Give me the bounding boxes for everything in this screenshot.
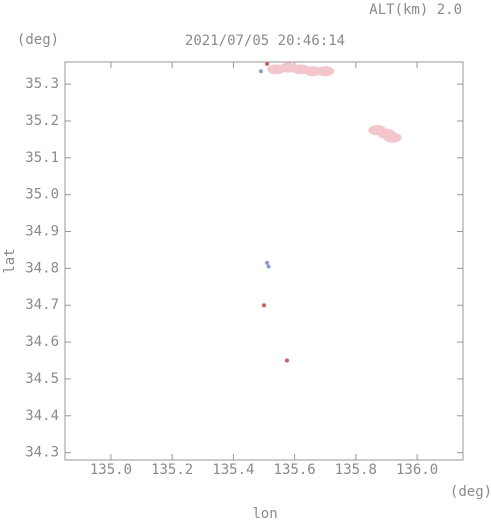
echo-point	[284, 358, 289, 363]
x-tick-label: 135.4	[212, 462, 254, 478]
echo-point	[266, 264, 271, 269]
y-tick-label: 35.0	[25, 187, 59, 203]
subtitle: ALT(km) 2.0	[369, 2, 462, 18]
y-tick-label: 34.6	[25, 334, 59, 350]
y-tick-label: 35.2	[25, 113, 59, 129]
x-tick-label: 135.0	[90, 462, 132, 478]
echo-point	[383, 132, 402, 143]
x-axis-label: lon	[252, 506, 277, 521]
echo-point	[265, 61, 270, 66]
y-tick-label: 34.9	[25, 224, 59, 240]
y-tick-label: 34.3	[25, 445, 59, 461]
y-tick-label: 34.4	[25, 408, 59, 424]
echo-point	[265, 260, 270, 265]
echo-point	[258, 69, 263, 74]
echo-point	[262, 303, 266, 308]
x-unit: (deg)	[450, 484, 491, 500]
plot-frame	[64, 61, 464, 461]
chart-title: 2021/07/05 20:46:14	[185, 33, 345, 49]
x-tick-label: 136.0	[396, 462, 438, 478]
echo-point	[316, 66, 335, 77]
y-tick-label: 35.3	[25, 76, 59, 92]
x-tick-label: 135.2	[151, 462, 193, 478]
y-tick-label: 34.7	[25, 297, 59, 313]
x-tick-label: 135.6	[274, 462, 316, 478]
y-tick-label: 34.5	[25, 371, 59, 387]
y-tick-label: 34.8	[25, 260, 59, 276]
y-axis-label: lat	[2, 248, 18, 273]
y-tick-label: 35.1	[25, 150, 59, 166]
y-unit: (deg)	[17, 32, 59, 48]
x-tick-label: 135.8	[335, 462, 377, 478]
